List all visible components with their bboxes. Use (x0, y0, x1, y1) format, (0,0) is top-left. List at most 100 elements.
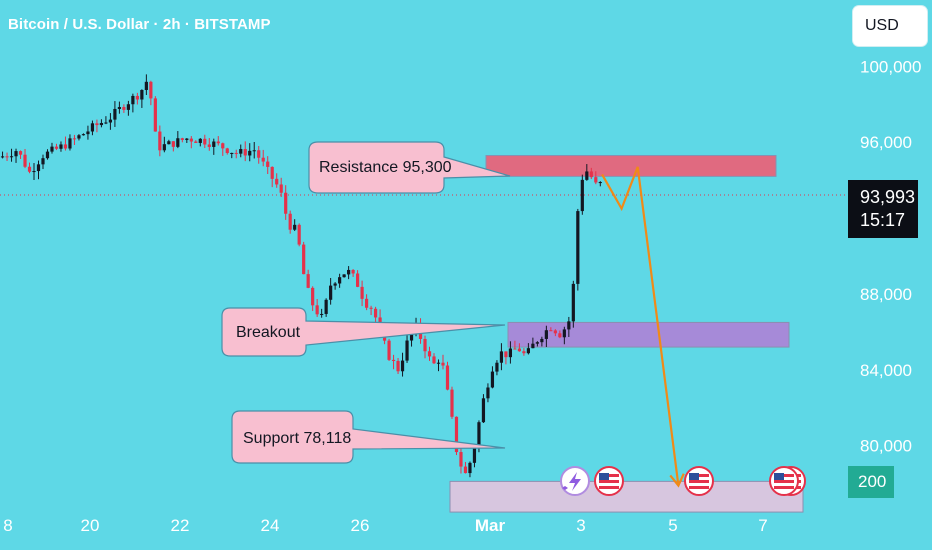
candle (333, 282, 337, 290)
candle-body (333, 283, 337, 286)
candle (544, 325, 548, 347)
candle (221, 142, 225, 156)
candle-body (320, 313, 324, 315)
candle-body (266, 161, 270, 167)
candle (585, 164, 589, 181)
candle (490, 366, 495, 389)
candle-body (207, 144, 211, 147)
candle-body (261, 157, 265, 162)
breakout-label: Breakout (236, 324, 301, 341)
candle-body (472, 447, 477, 463)
price-axis[interactable]: 100,000 96,000 88,000 84,000 80,000 (860, 57, 921, 455)
candle (436, 359, 441, 372)
time-tick-label: 3 (576, 516, 585, 535)
candle-body (558, 333, 562, 338)
candle (162, 136, 166, 153)
candle-body (198, 138, 202, 143)
candle-body (396, 360, 400, 372)
candle-body (68, 138, 72, 149)
candle-body (369, 307, 373, 309)
candle-body (216, 141, 220, 144)
candle (558, 330, 562, 339)
candle (45, 149, 50, 160)
candle (499, 343, 504, 371)
candle (373, 306, 378, 323)
candle (23, 148, 27, 169)
candle (445, 361, 450, 391)
candle (293, 219, 297, 232)
candle-body (284, 192, 288, 214)
candle-body (167, 141, 171, 145)
candle-body (77, 135, 81, 139)
candle-body (117, 107, 121, 109)
candle (140, 89, 144, 108)
candle-body (391, 359, 396, 361)
candle (495, 360, 499, 376)
candle (508, 341, 513, 364)
candle-body (279, 184, 283, 193)
candle-body (441, 362, 445, 366)
candle-body (495, 362, 499, 372)
candle-body (41, 158, 45, 165)
time-tick-label: 24 (261, 516, 280, 535)
candle-body (306, 274, 310, 288)
candle-body (248, 150, 252, 156)
time-tick-label: 5 (668, 516, 677, 535)
candle (27, 162, 32, 174)
candle (567, 316, 571, 338)
last-price-tag: 93,993 15:17 (848, 180, 918, 238)
time-axis[interactable]: 8 20 22 24 26 Mar 3 5 7 (3, 516, 767, 535)
candle (9, 148, 14, 162)
us-flag-icon[interactable] (594, 466, 624, 496)
candle (207, 138, 211, 151)
candle-body (585, 171, 589, 180)
candle (468, 461, 472, 478)
candle (72, 134, 77, 145)
candle-body (450, 389, 454, 417)
candle (270, 166, 274, 188)
candle-body (203, 138, 207, 145)
candle (14, 148, 18, 163)
candle (486, 383, 490, 403)
candle (526, 343, 530, 355)
candle-body (504, 351, 508, 358)
candle (576, 208, 580, 291)
candle-body (0, 156, 5, 158)
candle (598, 181, 602, 187)
candle (315, 299, 319, 317)
candle-body (32, 171, 36, 173)
candle (553, 329, 557, 337)
resistance-callout: Resistance 95,300 (308, 141, 511, 194)
candle (513, 340, 517, 350)
candle (432, 353, 436, 365)
candle-body (275, 178, 279, 185)
us-flag-icon[interactable] (684, 466, 714, 496)
candle (113, 101, 117, 127)
candle-body (108, 119, 113, 123)
candle-body (347, 269, 351, 275)
candle-body (373, 308, 378, 318)
candle (297, 223, 301, 247)
candle-body (342, 274, 346, 278)
candle-body (140, 89, 144, 100)
lightning-icon[interactable] (560, 466, 590, 496)
candle-body (14, 151, 18, 157)
candle (194, 140, 198, 143)
candle (306, 269, 310, 289)
candle (288, 210, 292, 234)
breakout-zone (507, 321, 790, 348)
price-tick-label: 80,000 (860, 437, 912, 456)
us-flag-icon[interactable] (769, 466, 799, 496)
resistance-label: Resistance 95,300 (319, 159, 452, 176)
candle (99, 119, 104, 128)
candle (347, 266, 351, 280)
candle (149, 80, 153, 106)
candle (252, 142, 256, 159)
candle-body (171, 141, 175, 147)
last-price: 93,993 (860, 187, 916, 207)
currency-button[interactable]: USD (853, 6, 927, 46)
candle-body (580, 179, 584, 212)
candle-body (221, 143, 225, 149)
symbol-title[interactable]: Bitcoin / U.S. Dollar · 2h · BITSTAMP (8, 16, 271, 33)
